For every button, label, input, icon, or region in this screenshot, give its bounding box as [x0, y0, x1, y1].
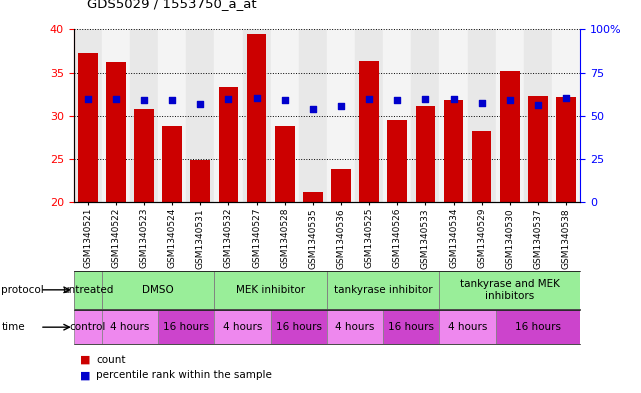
Bar [102, 310, 158, 344]
Bar [275, 126, 295, 202]
Point [279, 97, 290, 103]
Point [420, 95, 431, 102]
Text: 4 hours: 4 hours [335, 322, 375, 332]
Bar [134, 109, 154, 202]
Text: protocol: protocol [1, 285, 44, 295]
Text: time: time [1, 322, 25, 332]
Bar [74, 310, 102, 344]
Text: 16 hours: 16 hours [276, 322, 322, 332]
Point [364, 95, 374, 102]
Bar [102, 271, 214, 309]
Text: 16 hours: 16 hours [515, 322, 561, 332]
Text: untreated: untreated [62, 285, 113, 295]
Bar [383, 310, 440, 344]
Bar [440, 271, 580, 309]
Bar [556, 97, 576, 202]
Bar [158, 310, 214, 344]
Bar [271, 310, 327, 344]
Bar [214, 271, 327, 309]
Text: count: count [96, 354, 126, 365]
Bar [214, 29, 242, 202]
Bar [528, 96, 548, 202]
Bar [158, 29, 187, 202]
Bar [472, 132, 492, 202]
Point [308, 106, 318, 112]
Point [83, 95, 93, 102]
Bar [412, 29, 440, 202]
Bar [444, 100, 463, 202]
Bar [327, 271, 440, 309]
Bar [327, 29, 355, 202]
Text: ■: ■ [80, 370, 90, 380]
Bar [359, 61, 379, 202]
Point [449, 95, 459, 102]
Point [336, 103, 346, 110]
Bar [383, 29, 412, 202]
Point [504, 96, 515, 103]
Point [561, 95, 571, 101]
Bar [106, 62, 126, 202]
Text: 4 hours: 4 hours [223, 322, 262, 332]
Text: 4 hours: 4 hours [448, 322, 487, 332]
Bar [387, 120, 407, 202]
Bar [102, 29, 130, 202]
Text: 16 hours: 16 hours [163, 322, 209, 332]
Point [392, 97, 403, 103]
Bar [219, 87, 238, 202]
Text: DMSO: DMSO [142, 285, 174, 295]
Point [111, 95, 121, 102]
Bar [247, 34, 267, 202]
Point [223, 95, 233, 102]
Bar [303, 192, 322, 202]
Bar [415, 107, 435, 202]
Point [195, 101, 205, 107]
Bar [495, 29, 524, 202]
Text: tankyrase inhibitor: tankyrase inhibitor [334, 285, 433, 295]
Bar [440, 29, 467, 202]
Bar [190, 160, 210, 202]
Bar [552, 29, 580, 202]
Bar [524, 29, 552, 202]
Point [476, 100, 487, 106]
Bar [130, 29, 158, 202]
Bar [242, 29, 271, 202]
Point [533, 101, 543, 108]
Text: GDS5029 / 1553750_a_at: GDS5029 / 1553750_a_at [87, 0, 256, 10]
Point [251, 95, 262, 101]
Text: ■: ■ [80, 354, 90, 365]
Bar [467, 29, 495, 202]
Bar [74, 271, 102, 309]
Bar [331, 169, 351, 202]
Bar [495, 310, 580, 344]
Text: 16 hours: 16 hours [388, 322, 435, 332]
Bar [214, 310, 271, 344]
Text: control: control [70, 322, 106, 332]
Text: tankyrase and MEK
inhibitors: tankyrase and MEK inhibitors [460, 279, 560, 301]
Bar [500, 71, 520, 202]
Point [139, 97, 149, 103]
Bar [162, 126, 182, 202]
Bar [327, 310, 383, 344]
Bar [440, 310, 495, 344]
Text: MEK inhibitor: MEK inhibitor [236, 285, 305, 295]
Bar [187, 29, 214, 202]
Bar [271, 29, 299, 202]
Text: percentile rank within the sample: percentile rank within the sample [96, 370, 272, 380]
Bar [299, 29, 327, 202]
Text: 4 hours: 4 hours [110, 322, 149, 332]
Bar [355, 29, 383, 202]
Bar [78, 53, 97, 202]
Point [167, 97, 178, 103]
Bar [74, 29, 102, 202]
